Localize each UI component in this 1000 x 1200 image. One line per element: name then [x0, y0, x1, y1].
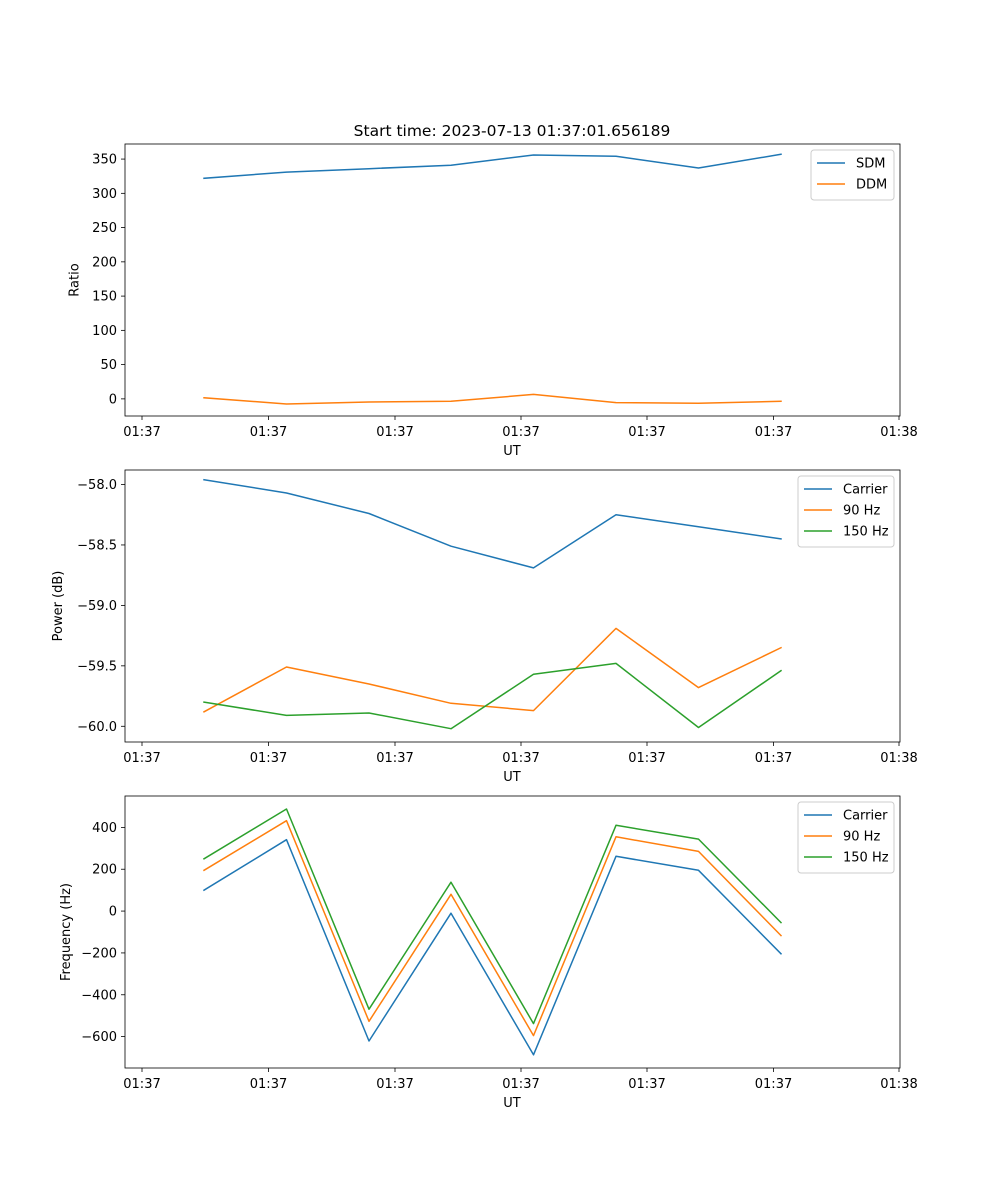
x-tick-label: 01:37 [250, 425, 287, 440]
series-line-carrier [203, 478, 782, 569]
axes-frame [124, 143, 901, 417]
y-tick-label: 200 [92, 255, 117, 270]
legend-box [797, 475, 895, 548]
legend: Carrier 90 Hz 150 Hz [797, 801, 895, 874]
x-tick-label: 01:37 [250, 751, 287, 766]
y-tick-label: 150 [92, 290, 117, 305]
legend-box [797, 801, 895, 874]
series-line-90-hz [202, 627, 783, 713]
y-tick-label: 400 [92, 821, 117, 836]
legend-label: Carrier [843, 483, 888, 498]
y-tick-label: 100 [92, 324, 117, 339]
x-tick-label: 01:37 [755, 1077, 792, 1092]
series-line-150-hz [202, 808, 783, 1025]
y-tick-label: −59.5 [77, 659, 117, 674]
x-tick-label: 01:37 [123, 1077, 160, 1092]
x-tick-label: 01:37 [502, 1077, 539, 1092]
axes-frame [124, 795, 901, 1069]
x-tick-label: 01:37 [376, 1077, 413, 1092]
y-tick-label: 50 [100, 358, 117, 373]
y-axis-label: Power (dB) [51, 571, 66, 642]
y-tick-label: 0 [109, 392, 117, 407]
chart-panel-2: 01:37 01:37 01:37 01:37 01:37 01:37 01:38 UT −58… [51, 469, 918, 785]
series-line-150-hz [203, 662, 783, 730]
y-tick-label: −600 [81, 1030, 117, 1045]
chart-panel-1: 01:37 01:37 01:37 01:37 01:37 01:37 01:38 UT 0 50… [67, 143, 918, 459]
x-tick-label: 01:37 [250, 1077, 287, 1092]
series-line-sdm [203, 153, 782, 180]
y-axis-label: Ratio [67, 263, 82, 296]
y-tick-label: 200 [92, 863, 117, 878]
x-tick-label: 01:37 [502, 751, 539, 766]
x-tick-label: 01:37 [123, 751, 160, 766]
y-tick-label: −58.0 [77, 478, 117, 493]
legend-label: DDM [856, 178, 887, 193]
legend-label: 150 Hz [843, 525, 889, 540]
y-tick-label: −58.5 [77, 538, 117, 553]
x-tick-label: 01:37 [628, 1077, 665, 1092]
y-tick-label: 350 [92, 153, 117, 168]
x-tick-label: 01:38 [880, 751, 917, 766]
legend-label: 90 Hz [843, 504, 880, 519]
series-line-90-hz [202, 819, 783, 1037]
x-tick-label: 01:37 [123, 425, 160, 440]
y-tick-label: 250 [92, 221, 117, 236]
x-tick-label: 01:37 [502, 425, 539, 440]
legend: SDM DDM [810, 149, 895, 201]
axes-frame [124, 469, 901, 743]
y-tick-label: −60.0 [77, 720, 117, 735]
x-tick-label: 01:37 [628, 425, 665, 440]
x-tick-label: 01:37 [376, 425, 413, 440]
legend-label: 90 Hz [843, 830, 880, 845]
y-axis-label: Frequency (Hz) [59, 883, 74, 981]
x-axis-label: UT [503, 444, 521, 459]
x-tick-label: 01:38 [880, 425, 917, 440]
x-axis-label: UT [503, 1096, 521, 1111]
chart-title: Start time: 2023-07-13 01:37:01.656189 [354, 122, 671, 140]
legend-label: Carrier [843, 809, 888, 824]
chart-panel-3: 01:37 01:37 01:37 01:37 01:37 01:37 01:38 UT 400… [59, 795, 918, 1111]
legend: Carrier 90 Hz 150 Hz [797, 475, 895, 548]
y-tick-label: 300 [92, 187, 117, 202]
legend-label: 150 Hz [843, 851, 889, 866]
y-tick-label: 0 [109, 905, 117, 920]
x-tick-label: 01:37 [376, 751, 413, 766]
x-axis-label: UT [503, 770, 521, 785]
panels: 01:37 01:37 01:37 01:37 01:37 01:37 01:38 UT 0 50… [51, 143, 918, 1111]
series-line-carrier [202, 838, 783, 1056]
y-tick-label: −59.0 [77, 599, 117, 614]
x-tick-label: 01:37 [628, 751, 665, 766]
x-tick-label: 01:38 [880, 1077, 917, 1092]
legend-label: SDM [856, 157, 885, 172]
y-tick-label: −200 [81, 946, 117, 961]
series-line-ddm [203, 393, 782, 405]
x-tick-label: 01:37 [755, 751, 792, 766]
y-tick-label: −400 [81, 988, 117, 1003]
x-tick-label: 01:37 [755, 425, 792, 440]
